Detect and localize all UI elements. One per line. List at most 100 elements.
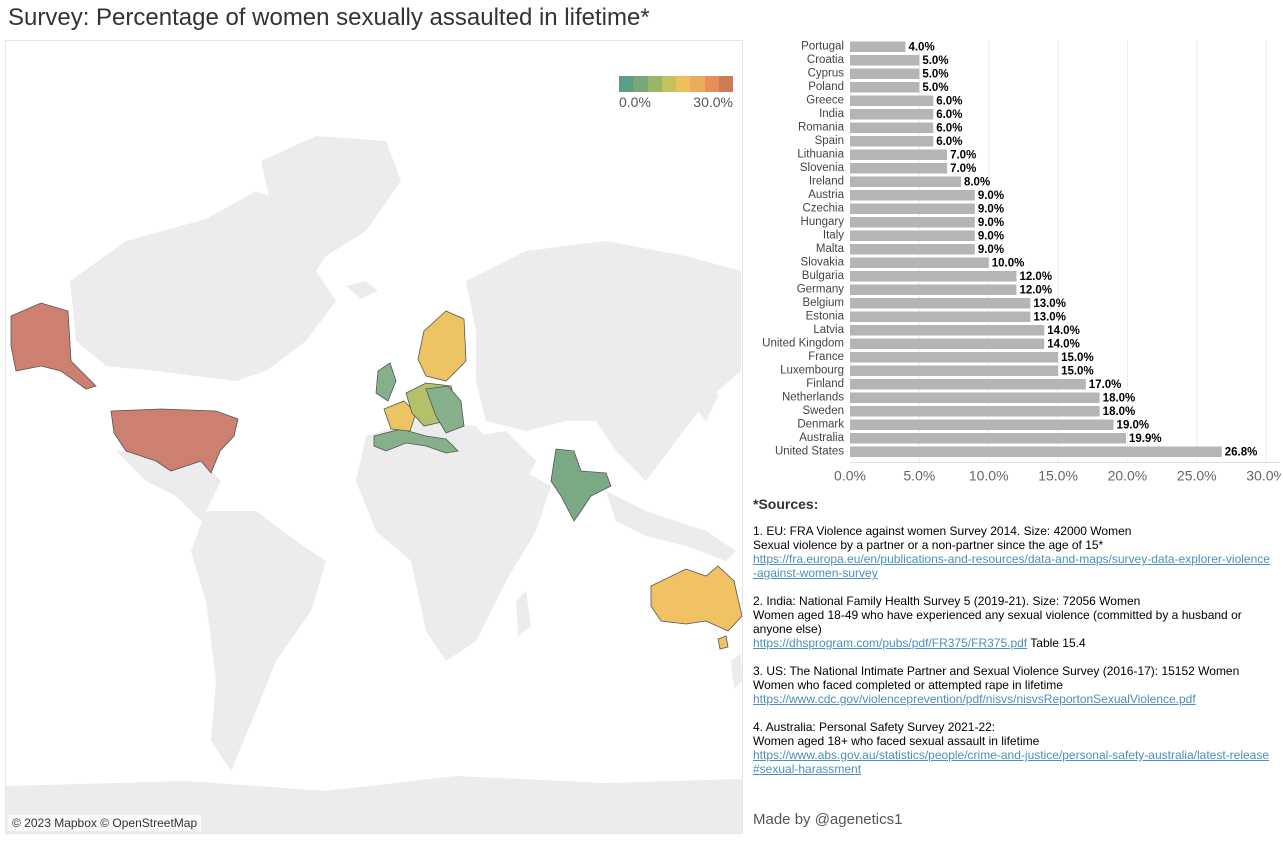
bar[interactable] [850,176,961,188]
bar[interactable] [850,68,920,80]
category-label: Malta [816,243,845,255]
x-tick-label: 5.0% [903,468,935,484]
legend-color-bar [619,76,733,92]
region-tasmania[interactable] [717,635,729,650]
bar[interactable] [850,446,1222,458]
value-label: 19.0% [1117,420,1150,432]
bar[interactable] [850,82,920,93]
land-se-asia [606,491,736,561]
bar[interactable] [850,203,975,215]
land-greenland [261,136,401,256]
legend-swatch-0 [619,76,634,92]
bar[interactable] [850,365,1059,377]
bar[interactable] [850,95,934,107]
category-label: Hungary [801,216,845,228]
region-nordics[interactable] [417,310,467,382]
value-label: 10.0% [992,258,1025,270]
category-label: Germany [797,284,845,296]
value-label: 15.0% [1061,366,1094,378]
bar[interactable] [850,338,1045,350]
category-label: Cyprus [808,68,845,80]
category-label: Lithuania [797,149,844,161]
bar[interactable] [850,271,1017,282]
value-label: 19.9% [1129,433,1162,445]
category-label: Denmark [797,419,844,431]
legend-swatch-2 [647,76,662,92]
source-item-us: 3. US: The National Intimate Partner and… [753,664,1273,706]
bar[interactable] [850,311,1031,323]
source-title: 1. EU: FRA Violence against women Survey… [753,524,1132,538]
value-label: 6.0% [936,136,962,148]
bar[interactable] [850,284,1017,296]
value-label: 7.0% [950,163,976,175]
region-eastern-europe[interactable] [425,385,465,434]
category-label: Poland [808,81,844,93]
value-label: 14.0% [1047,325,1080,337]
value-label: 4.0% [908,42,934,54]
region-india[interactable] [550,448,612,522]
value-label: 13.0% [1033,312,1066,324]
bar[interactable] [850,217,975,228]
bar[interactable] [850,190,975,201]
bar[interactable] [850,392,1100,404]
page-title: Survey: Percentage of women sexually ass… [8,4,650,31]
source-link[interactable]: https://dhsprogram.com/pubs/pdf/FR375/FR… [753,636,1028,650]
source-description: Sexual violence by a partner or a non-pa… [753,538,1104,552]
value-label: 6.0% [936,109,962,121]
category-label: Spain [815,135,844,147]
bar[interactable] [850,136,934,147]
bar[interactable] [850,257,989,269]
region-alaska[interactable] [10,302,97,390]
category-label: Sweden [802,405,844,417]
source-link[interactable]: https://fra.europa.eu/en/publications-an… [753,552,1270,580]
source-suffix: Table 15.4 [1027,636,1086,650]
land-layer [6,136,742,833]
bar[interactable] [850,433,1127,444]
region-united-states[interactable] [110,408,239,474]
category-label: Australia [799,432,844,444]
bar[interactable] [850,230,975,242]
legend-swatch-6 [704,76,719,92]
value-label: 9.0% [978,231,1004,243]
bar[interactable] [850,325,1045,336]
map-canvas[interactable] [6,41,742,833]
value-label: 14.0% [1047,339,1080,351]
source-description: Women aged 18+ who faced sexual assault … [753,734,1040,748]
bar[interactable] [850,352,1059,363]
bar[interactable] [850,55,920,66]
value-label: 26.8% [1225,447,1258,459]
map-attribution[interactable]: © 2023 Mapbox © OpenStreetMap [8,815,202,831]
value-label: 8.0% [964,177,990,189]
world-map[interactable]: 0.0% 30.0% © 2023 Mapbox © OpenStreetMap [5,40,743,834]
bar-chart[interactable]: Portugal 4.0% Croatia 5.0% Cyprus 5.0% Poland 5… [745,36,1281,488]
bar[interactable] [850,379,1086,390]
land-asia [466,241,741,481]
legend-max-label: 30.0% [693,94,733,110]
legend-swatch-1 [633,76,648,92]
bar[interactable] [850,406,1100,417]
region-australia[interactable] [650,565,742,632]
bar[interactable] [850,419,1114,431]
bar[interactable] [850,149,948,161]
value-label: 7.0% [950,150,976,162]
bar[interactable] [850,244,975,255]
source-link[interactable]: https://www.abs.gov.au/statistics/people… [753,748,1270,776]
value-label: 9.0% [978,244,1004,256]
category-label: Bulgaria [802,270,845,282]
category-label: Slovenia [800,162,845,174]
region-united-kingdom[interactable] [375,362,397,402]
region-southern-europe[interactable] [373,428,459,454]
legend-swatch-3 [661,76,676,92]
bar[interactable] [850,41,906,53]
region-france[interactable] [383,400,417,432]
choropleth-layer[interactable] [10,302,742,650]
x-tick-label: 15.0% [1038,468,1078,484]
source-link[interactable]: https://www.cdc.gov/violenceprevention/p… [753,692,1196,706]
category-label: Finland [806,378,844,390]
bar[interactable] [850,163,948,174]
value-label: 6.0% [936,96,962,108]
bar[interactable] [850,122,934,134]
value-label: 12.0% [1019,271,1052,283]
bar[interactable] [850,298,1031,309]
bar[interactable] [850,109,934,120]
